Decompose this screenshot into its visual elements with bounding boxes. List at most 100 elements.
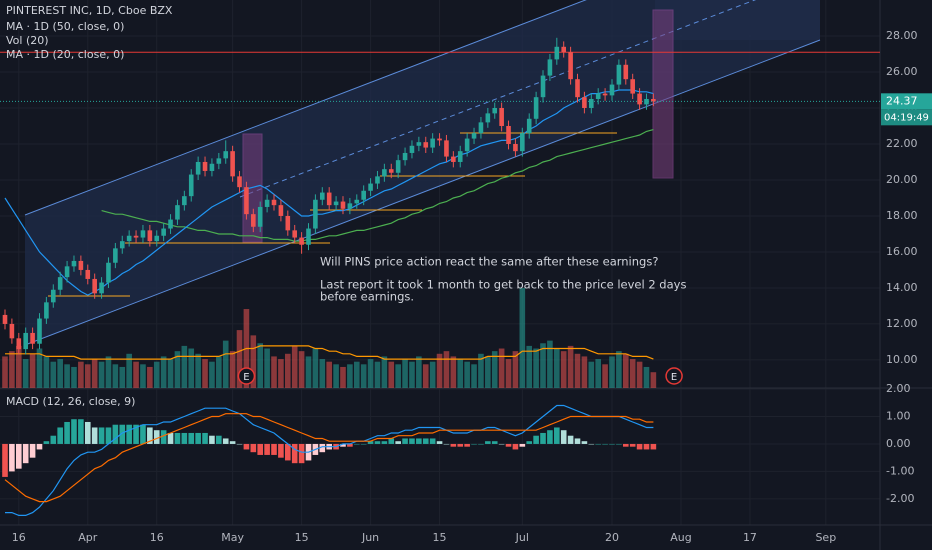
- volume-bar: [519, 288, 526, 388]
- volume-bar: [229, 351, 236, 388]
- macd-histogram-bar: [119, 424, 126, 444]
- volume-bar: [602, 364, 608, 388]
- volume-bar: [188, 348, 195, 388]
- volume-bar: [285, 353, 291, 388]
- x-tick-label: May: [221, 531, 244, 544]
- volume-bar: [64, 364, 70, 388]
- macd-histogram-bar: [57, 427, 63, 444]
- macd-histogram-bar: [422, 438, 429, 444]
- volume-bar: [57, 359, 63, 388]
- macd-histogram-bar: [381, 441, 388, 444]
- volume-bar: [126, 353, 132, 388]
- candle-body: [630, 79, 635, 94]
- volume-bar: [147, 366, 153, 388]
- candle-body: [457, 151, 463, 162]
- volume-bar: [250, 335, 257, 388]
- volume-bar: [91, 359, 98, 388]
- ma20-line: [4, 89, 654, 296]
- volume-bar: [429, 361, 436, 388]
- candle-body: [237, 176, 242, 188]
- volume-bar: [478, 353, 484, 388]
- indicator-label: Vol (20): [6, 34, 49, 47]
- macd-histogram-bar: [195, 432, 201, 444]
- candle-body: [16, 338, 22, 350]
- candle-body: [547, 59, 553, 76]
- candle-body: [319, 192, 325, 200]
- volume-bar: [15, 345, 22, 388]
- candle-body: [402, 152, 408, 161]
- x-tick-label: Sep: [815, 531, 836, 544]
- last-price-label: 24.37: [886, 94, 918, 107]
- channel-mid: [239, 0, 757, 198]
- candle-body: [119, 241, 125, 249]
- candle-body: [499, 107, 504, 126]
- volume-bar: [71, 366, 77, 388]
- volume-bar: [174, 351, 181, 388]
- volume-bar: [443, 351, 450, 388]
- macd-histogram-bar: [278, 443, 284, 458]
- macd-histogram-bar: [602, 443, 608, 445]
- macd-histogram-bar: [457, 443, 464, 447]
- earnings-label: E: [671, 372, 677, 383]
- macd-histogram-bar: [236, 443, 243, 445]
- macd-histogram-bar: [443, 443, 450, 445]
- candle-body: [44, 302, 49, 319]
- candle-body: [78, 260, 84, 270]
- volume-bar: [409, 361, 415, 388]
- candle-body: [230, 151, 235, 177]
- candle-body: [575, 79, 580, 98]
- candle-body: [347, 203, 353, 209]
- annotation: Will PINS price action react the same af…: [320, 255, 658, 269]
- macd-histogram-bar: [22, 443, 29, 464]
- macd-histogram-bar: [250, 443, 257, 453]
- y-tick-label: 12.00: [886, 317, 918, 330]
- x-tick-label: Aug: [670, 531, 691, 544]
- candle-body: [161, 228, 166, 236]
- volume-bar: [22, 359, 29, 388]
- macd-histogram-bar: [91, 427, 98, 444]
- candle-body: [92, 278, 97, 294]
- macd-histogram-bar: [140, 424, 146, 444]
- volume-bar: [140, 364, 146, 388]
- candle-body: [354, 199, 360, 204]
- volume-bar: [202, 359, 208, 388]
- candle-body: [57, 277, 63, 290]
- volume-bar: [650, 372, 657, 388]
- macd-histogram-bar: [512, 443, 519, 450]
- candle-body: [623, 64, 629, 80]
- countdown-box: [881, 109, 932, 126]
- y-tick-label: 0.00: [886, 437, 911, 450]
- candle-body: [182, 196, 187, 206]
- candle-body: [561, 46, 567, 53]
- macd-line: [5, 404, 654, 516]
- candle-body: [602, 93, 608, 96]
- y-tick-label: 18.00: [886, 209, 918, 222]
- candle-body: [113, 248, 118, 263]
- y-tick-label: 20.00: [886, 173, 918, 186]
- volume-bar: [622, 353, 629, 388]
- macd-histogram-bar: [388, 438, 395, 444]
- x-tick-label: Apr: [78, 531, 98, 544]
- candle-body: [99, 282, 104, 294]
- signal-line: [4, 413, 654, 503]
- volume-bar: [512, 351, 519, 388]
- candle-body: [609, 84, 615, 96]
- candle-body: [326, 192, 332, 206]
- candle-body: [175, 205, 180, 220]
- y-tick-label: 22.00: [886, 137, 918, 150]
- macd-histogram-bar: [353, 443, 360, 445]
- macd-histogram-bar: [643, 443, 650, 450]
- volume-bar: [298, 351, 305, 388]
- chart-title: PINTEREST INC, 1D, Cboe BZX: [6, 4, 173, 17]
- macd-histogram-bar: [436, 441, 443, 444]
- y-tick-label: 28.00: [886, 29, 918, 42]
- volume-bar: [278, 359, 284, 388]
- volume-bar: [381, 356, 388, 388]
- macd-histogram-bar: [609, 443, 615, 445]
- volume-bar: [195, 353, 201, 388]
- volume-bar: [498, 348, 505, 388]
- macd-histogram-bar: [395, 441, 401, 444]
- macd-histogram-bar: [533, 435, 539, 444]
- macd-histogram-bar: [519, 443, 526, 447]
- candle-body: [216, 158, 222, 164]
